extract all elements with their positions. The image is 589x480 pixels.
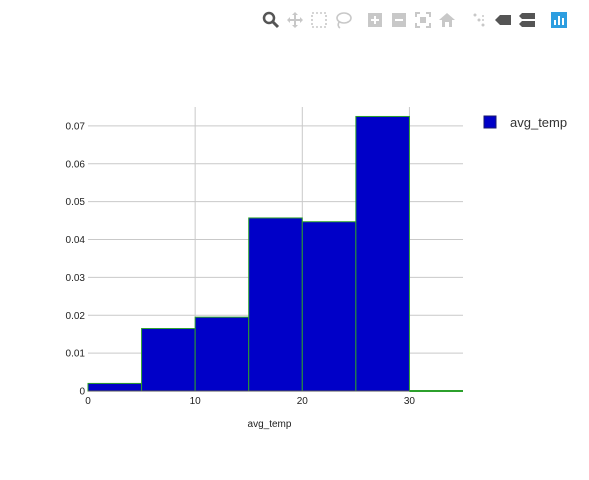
y-tick-label: 0 (79, 387, 85, 398)
plotly-logo-icon[interactable] (550, 11, 568, 29)
spike-lines-icon[interactable] (470, 11, 488, 29)
reset-axes-icon[interactable] (438, 11, 456, 29)
y-tick-label: 0.07 (66, 121, 86, 132)
histogram-bar[interactable] (301, 221, 357, 392)
autoscale-icon[interactable] (414, 11, 432, 29)
pan-icon[interactable] (286, 11, 304, 29)
histogram-bar[interactable] (141, 328, 196, 392)
hover-closest-icon[interactable] (494, 11, 512, 29)
zoom-in-icon[interactable] (366, 11, 384, 29)
x-tick-label: 20 (297, 396, 309, 407)
histogram-bar[interactable] (194, 316, 250, 392)
legend-swatch[interactable] (483, 115, 497, 129)
y-tick-label: 0.04 (66, 235, 86, 246)
legend[interactable]: avg_temp (483, 115, 567, 130)
histogram-bar[interactable] (87, 382, 143, 392)
lasso-select-icon[interactable] (334, 11, 352, 29)
modebar (0, 0, 589, 40)
y-tick-label: 0.03 (66, 273, 86, 284)
y-tick-label: 0.05 (66, 197, 86, 208)
y-tick-label: 0.06 (66, 159, 86, 170)
x-tick-label: 0 (85, 396, 91, 407)
x-tick-label: 30 (404, 396, 416, 407)
y-axis-ticks: 0 0.01 0.02 0.03 0.04 0.05 0.06 0.07 (66, 121, 86, 397)
zoom-icon[interactable] (262, 11, 280, 29)
histogram-bars (87, 115, 463, 392)
y-tick-label: 0.02 (66, 311, 86, 322)
histogram-bar[interactable] (355, 115, 410, 392)
x-tick-label: 10 (190, 396, 202, 407)
zoom-out-icon[interactable] (390, 11, 408, 29)
y-tick-label: 0.01 (66, 349, 86, 360)
histogram-bar[interactable] (248, 217, 303, 392)
legend-label[interactable]: avg_temp (510, 115, 567, 130)
box-select-icon[interactable] (310, 11, 328, 29)
x-axis-title: avg_temp (248, 419, 292, 430)
x-axis-ticks: 0 10 20 30 (85, 396, 415, 407)
hover-compare-icon[interactable] (518, 11, 536, 29)
